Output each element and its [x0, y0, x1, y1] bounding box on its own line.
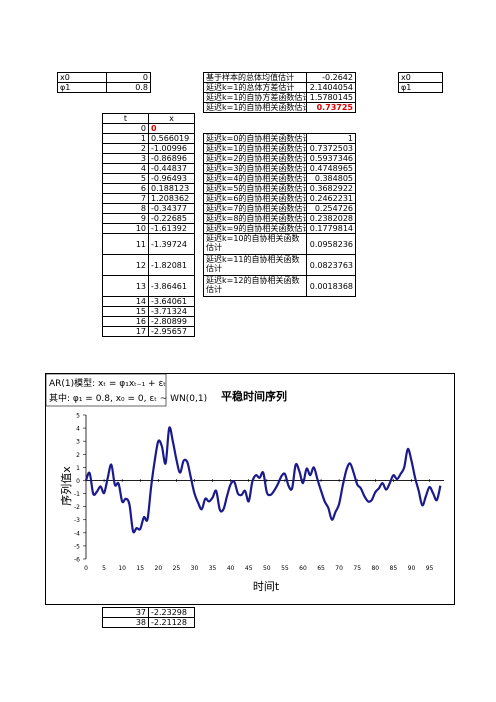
- y-tick-label: 1: [76, 465, 80, 472]
- right-param-phi1[interactable]: φ1: [398, 82, 443, 93]
- x-tick-label: 50: [263, 565, 271, 572]
- x-axis-label: 时间t: [253, 580, 280, 593]
- x-tick-label: 45: [245, 565, 253, 572]
- x-tick-label: 5: [102, 565, 106, 572]
- table-row-t[interactable]: 38: [102, 617, 149, 628]
- x-tick-label: 90: [408, 565, 416, 572]
- x-tick-label: 60: [299, 565, 307, 572]
- y-tick-label: 2: [76, 452, 80, 459]
- y-tick-label: 0: [76, 478, 80, 485]
- y-tick-label: -2: [74, 504, 80, 511]
- x-tick-label: 0: [84, 565, 88, 572]
- x-tick-label: 55: [281, 565, 289, 572]
- table-row-x[interactable]: -3.86461: [148, 275, 195, 297]
- table-row-t[interactable]: 17: [102, 326, 149, 337]
- y-tick-label: -4: [74, 530, 80, 537]
- table-row-x[interactable]: -2.21128: [148, 617, 195, 628]
- x-tick-label: 65: [317, 565, 325, 572]
- acf-label[interactable]: 延迟k=12的自协相关函数估计: [203, 275, 307, 297]
- time-series-chart: AR(1)模型: xₜ = φ₁xₜ₋₁ + εₜ 其中: φ₁ = 0.8, …: [45, 373, 444, 593]
- y-tick-label: 4: [76, 426, 80, 433]
- y-tick-label: -5: [74, 543, 80, 550]
- acf-label[interactable]: 延迟k=10的自协相关函数估计: [203, 233, 307, 255]
- x-tick-label: 35: [209, 565, 217, 572]
- acf-label[interactable]: 延迟k=11的自协相关函数估计: [203, 254, 307, 276]
- y-axis-label: 序列值x: [59, 466, 73, 506]
- table-row-x[interactable]: -1.39724: [148, 233, 195, 255]
- x-tick-label: 75: [353, 565, 361, 572]
- x-tick-label: 80: [371, 565, 379, 572]
- x-tick-label: 85: [390, 565, 398, 572]
- table-row-x[interactable]: -2.95657: [148, 326, 195, 337]
- chart-panel[interactable]: AR(1)模型: xₜ = φ₁xₜ₋₁ + εₜ 其中: φ₁ = 0.8, …: [45, 373, 455, 605]
- x-tick-label: 70: [335, 565, 343, 572]
- y-tick-label: -3: [74, 517, 80, 524]
- x-tick-label: 20: [155, 565, 163, 572]
- formula-line-1: AR(1)模型: xₜ = φ₁xₜ₋₁ + εₜ: [49, 378, 166, 389]
- acf-value[interactable]: 0.0958236: [306, 233, 356, 255]
- formula-box: [45, 373, 167, 407]
- param-value-phi1[interactable]: 0.8: [106, 82, 151, 93]
- table-row-t[interactable]: 11: [102, 233, 149, 255]
- x-tick-label: 25: [173, 565, 181, 572]
- stat-value[interactable]: 0.73725: [306, 102, 356, 113]
- x-tick-label: 15: [136, 565, 144, 572]
- series-line: [84, 426, 442, 534]
- table-row-x[interactable]: -1.82081: [148, 254, 195, 276]
- y-tick-label: 5: [76, 413, 80, 420]
- y-tick-label: -6: [74, 557, 80, 564]
- y-tick-label: -1: [74, 491, 80, 498]
- acf-value[interactable]: 0.0823763: [306, 254, 356, 276]
- x-tick-label: 30: [191, 565, 199, 572]
- x-tick-label: 40: [227, 565, 235, 572]
- chart-title: 平稳时间序列: [221, 389, 287, 403]
- table-row-t[interactable]: 13: [102, 275, 149, 297]
- acf-value[interactable]: 0.0018368: [306, 275, 356, 297]
- x-tick-label: 95: [426, 565, 434, 572]
- y-tick-label: 3: [76, 439, 80, 446]
- x-tick-label: 10: [118, 565, 126, 572]
- param-label-phi1[interactable]: φ1: [57, 82, 107, 93]
- table-row-t[interactable]: 12: [102, 254, 149, 276]
- formula-line-2: 其中: φ₁ = 0.8, x₀ = 0, εₜ ~ WN(0,1): [49, 392, 207, 404]
- stat-label[interactable]: 延迟k=1的自协相关函数估计: [203, 102, 307, 113]
